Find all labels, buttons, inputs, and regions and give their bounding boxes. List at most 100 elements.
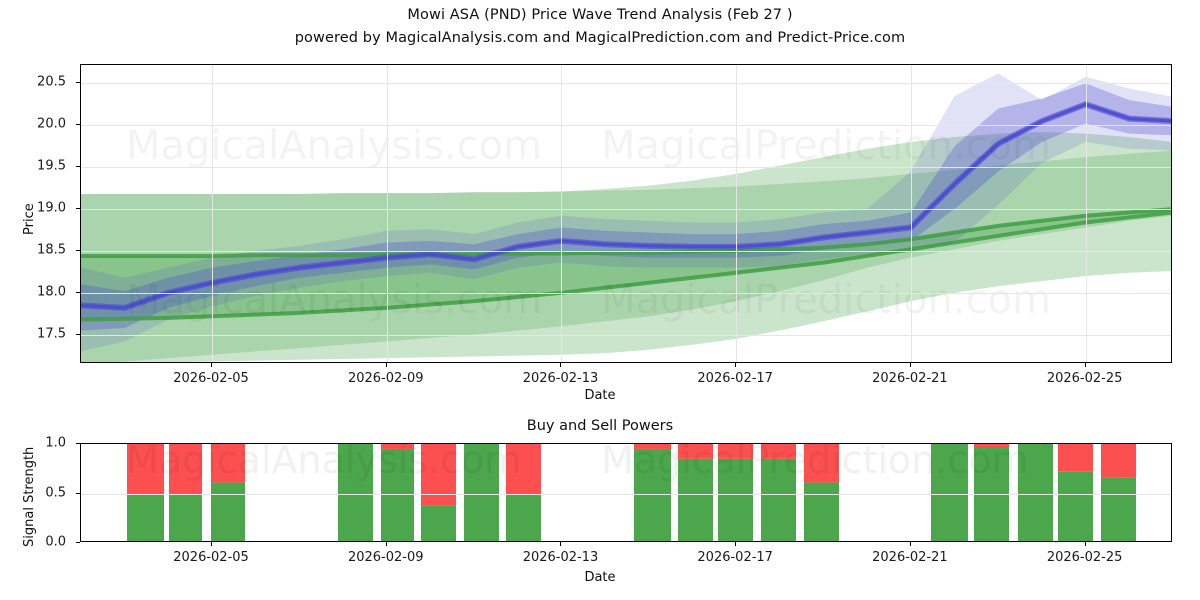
wave-inner-band [81, 83, 1171, 331]
y-tick-mark [76, 208, 80, 210]
y-tick-label: 19.0 [37, 200, 66, 216]
buy-power-bar[interactable] [678, 458, 713, 542]
x-tick-mark [560, 363, 562, 367]
buy-power-bar[interactable] [761, 458, 796, 542]
buy-power-bar[interactable] [634, 448, 671, 542]
buy-power-bar[interactable] [211, 482, 245, 542]
price-x-axis-label: Date [584, 388, 616, 403]
x-tick-label: 2026-02-13 [522, 550, 599, 565]
x-tick-mark [211, 542, 213, 546]
y-tick-mark [76, 291, 80, 293]
sell-power-bar[interactable] [678, 444, 713, 459]
y-tick-mark [76, 492, 80, 494]
gridline [81, 292, 1171, 294]
vertical-gridline [736, 65, 738, 362]
sell-power-bar[interactable] [506, 444, 541, 494]
vertical-gridline [1085, 65, 1087, 362]
buy-sell-title: Buy and Sell Powers [526, 418, 674, 434]
buy-power-bar[interactable] [1018, 444, 1053, 542]
y-tick-label: 0.0 [45, 534, 66, 550]
x-tick-label: 2026-02-09 [347, 550, 424, 565]
sell-power-bar[interactable] [974, 444, 1009, 447]
gridline [81, 125, 1171, 127]
trend-lower-line [81, 210, 1171, 322]
x-tick-label: 2026-02-05 [173, 371, 249, 386]
wave-center-line [81, 102, 1171, 310]
buy-sell-bars-svg [127, 444, 1136, 543]
gridline [81, 209, 1171, 211]
x-tick-label: 2026-02-13 [522, 371, 599, 386]
buy-sell-plot-area: MagicalAnalysis.com MagicalPrediction.co… [80, 443, 1172, 542]
page-subtitle: powered by MagicalAnalysis.com and Magic… [294, 30, 906, 46]
y-tick-label: 17.5 [37, 326, 66, 342]
gridline [81, 250, 1171, 252]
buy-power-bar[interactable] [718, 458, 753, 542]
vertical-gridline [561, 65, 563, 362]
y-tick-label: 18.5 [37, 242, 66, 258]
sell-power-bar[interactable] [1058, 444, 1093, 472]
y-tick-label: 18.0 [37, 284, 66, 300]
x-tick-label: 2026-02-09 [347, 371, 424, 386]
sell-power-bar[interactable] [127, 444, 164, 494]
y-tick-mark [76, 542, 80, 543]
buy-power-bar[interactable] [804, 482, 839, 542]
x-tick-label: 2026-02-21 [872, 550, 948, 565]
buy-power-bar[interactable] [1058, 471, 1093, 542]
buy-power-bar[interactable] [1101, 477, 1136, 542]
vertical-gridline [386, 65, 388, 362]
gridline [81, 493, 1171, 495]
buy-power-bar[interactable] [931, 444, 968, 542]
wave-outer-band [81, 73, 1171, 352]
sell-power-bar[interactable] [169, 444, 202, 494]
y-tick-label: 20.0 [37, 116, 66, 132]
x-tick-label: 2026-02-25 [1046, 371, 1123, 386]
sell-power-bar[interactable] [381, 444, 414, 449]
vertical-gridline [910, 65, 912, 362]
x-tick-mark [560, 542, 562, 546]
buy-power-bar[interactable] [381, 448, 414, 542]
sell-power-bar[interactable] [1101, 444, 1136, 478]
buy-power-bar[interactable] [464, 444, 499, 542]
x-tick-mark [735, 542, 737, 546]
x-tick-mark [1084, 363, 1086, 367]
y-tick-mark [76, 333, 80, 335]
x-tick-label: 2026-02-25 [1046, 550, 1123, 565]
x-tick-mark [385, 363, 387, 367]
power-x-axis-label: Date [584, 570, 616, 585]
sell-power-bar[interactable] [211, 444, 245, 483]
y-tick-label: 20.5 [37, 74, 66, 90]
x-tick-mark [909, 542, 911, 546]
buy-power-bar[interactable] [506, 493, 541, 543]
y-tick-label: 1.0 [45, 435, 66, 451]
trend-upper-line [81, 207, 1171, 258]
gridline [81, 334, 1171, 336]
x-tick-label: 2026-02-05 [173, 550, 249, 565]
x-tick-mark [735, 363, 737, 367]
y-tick-mark [76, 166, 80, 168]
gridline [81, 167, 1171, 169]
buy-power-bar[interactable] [421, 505, 456, 542]
x-tick-label: 2026-02-17 [697, 371, 773, 386]
sell-power-bar[interactable] [761, 444, 796, 459]
sell-power-bar[interactable] [804, 444, 839, 483]
gridline [81, 83, 1171, 85]
buy-power-bar[interactable] [127, 493, 164, 543]
vertical-gridline [212, 65, 214, 362]
sell-power-bar[interactable] [718, 444, 753, 459]
x-tick-label: 2026-02-21 [872, 371, 948, 386]
y-tick-mark [76, 443, 80, 444]
y-tick-mark [76, 82, 80, 84]
y-tick-label: 19.5 [37, 158, 66, 174]
price-wave-svg [81, 73, 1171, 362]
sell-power-bar[interactable] [634, 444, 671, 449]
buy-power-bar[interactable] [338, 444, 373, 542]
x-tick-mark [385, 542, 387, 546]
x-tick-mark [211, 363, 213, 367]
y-tick-mark [76, 249, 80, 251]
page-title: Mowi ASA (PND) Price Wave Trend Analysis… [407, 7, 793, 23]
sell-power-bar[interactable] [421, 444, 456, 506]
buy-power-bar[interactable] [169, 493, 202, 543]
y-tick-mark [76, 124, 80, 126]
